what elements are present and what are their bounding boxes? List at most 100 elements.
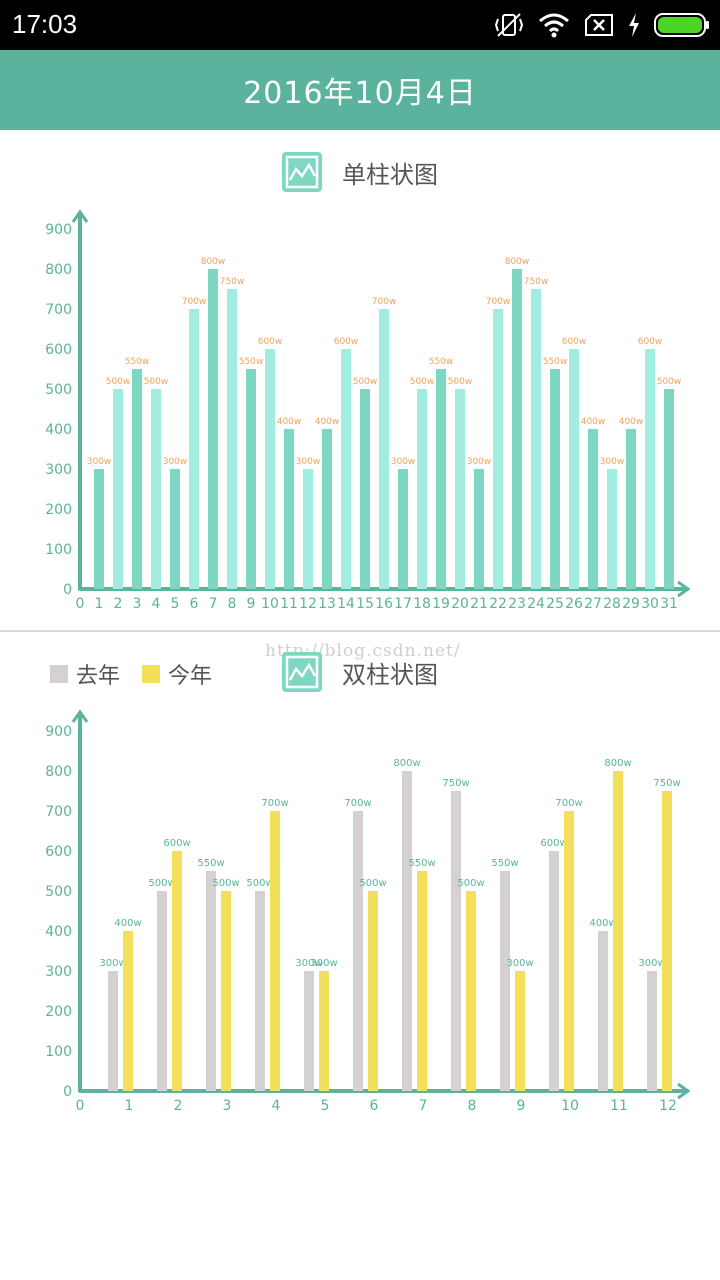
y-tick-label: 400 bbox=[45, 422, 72, 438]
bar bbox=[588, 429, 598, 589]
bar bbox=[170, 469, 180, 589]
bar bbox=[398, 469, 408, 589]
bar bbox=[417, 389, 427, 589]
y-tick-label: 800 bbox=[45, 262, 72, 278]
bar-value-label: 500w bbox=[448, 377, 473, 387]
bar bbox=[189, 309, 199, 589]
x-axis-arrow bbox=[677, 580, 691, 598]
bar-value-label: 400w bbox=[114, 918, 141, 929]
x-tick-label: 4 bbox=[272, 1098, 281, 1114]
bar bbox=[531, 289, 541, 589]
legend-item-this-year: 今年 bbox=[142, 658, 212, 690]
x-tick-label: 1 bbox=[125, 1098, 134, 1114]
legend-item-last-year: 去年 bbox=[50, 658, 120, 690]
bar bbox=[466, 891, 476, 1091]
bar-value-label: 550w bbox=[408, 858, 435, 869]
legend-label-this-year: 今年 bbox=[168, 664, 213, 689]
bar bbox=[157, 891, 167, 1091]
x-tick-label: 18 bbox=[413, 596, 431, 612]
bar bbox=[94, 469, 104, 589]
bar bbox=[360, 389, 370, 589]
bar bbox=[108, 971, 118, 1091]
y-axis-arrow bbox=[71, 209, 89, 223]
x-tick-label: 5 bbox=[171, 596, 180, 612]
bar-value-label: 300w bbox=[99, 958, 126, 969]
bar-value-label: 550w bbox=[491, 858, 518, 869]
bar-value-label: 800w bbox=[393, 758, 420, 769]
x-tick-label: 9 bbox=[247, 596, 256, 612]
x-tick-label: 10 bbox=[561, 1098, 579, 1114]
y-tick-label: 700 bbox=[45, 302, 72, 318]
x-tick-label: 28 bbox=[603, 596, 621, 612]
bar bbox=[172, 851, 182, 1091]
bar bbox=[255, 891, 265, 1091]
bar-value-label: 300w bbox=[163, 457, 188, 467]
bar-value-label: 600w bbox=[540, 838, 567, 849]
status-time: 17:03 bbox=[12, 9, 78, 39]
y-tick-label: 300 bbox=[45, 462, 72, 478]
bar-value-label: 300w bbox=[296, 457, 321, 467]
bar-value-label: 500w bbox=[457, 878, 484, 889]
bar-value-label: 550w bbox=[125, 357, 150, 367]
charging-icon bbox=[629, 13, 639, 37]
bar-value-label: 800w bbox=[201, 257, 226, 267]
x-tick-label: 27 bbox=[584, 596, 602, 612]
bar-value-label: 400w bbox=[315, 417, 340, 427]
bar-value-label: 300w bbox=[600, 457, 625, 467]
x-tick-label: 20 bbox=[451, 596, 469, 612]
legend-label-last-year: 去年 bbox=[76, 664, 121, 689]
bar-value-label: 500w bbox=[657, 377, 682, 387]
x-tick-label: 21 bbox=[470, 596, 488, 612]
bar-value-label: 700w bbox=[344, 798, 371, 809]
bar bbox=[270, 811, 280, 1091]
x-tick-label: 3 bbox=[133, 596, 142, 612]
section-divider bbox=[0, 630, 720, 632]
y-tick-label: 600 bbox=[45, 844, 72, 860]
x-tick-label: 23 bbox=[508, 596, 526, 612]
bar bbox=[284, 429, 294, 589]
bar bbox=[123, 931, 133, 1091]
bar bbox=[319, 971, 329, 1091]
x-tick-label: 12 bbox=[299, 596, 317, 612]
bar bbox=[549, 851, 559, 1091]
bar bbox=[512, 269, 522, 589]
x-tick-label: 7 bbox=[209, 596, 218, 612]
bar-value-label: 600w bbox=[562, 337, 587, 347]
app-header: 2016年10月4日 bbox=[0, 50, 720, 130]
bar-value-label: 800w bbox=[505, 257, 530, 267]
chart1-title: 单柱状图 bbox=[342, 160, 438, 189]
x-tick-label: 8 bbox=[228, 596, 237, 612]
bar-value-label: 700w bbox=[372, 297, 397, 307]
bar-value-label: 600w bbox=[638, 337, 663, 347]
x-tick-label: 6 bbox=[190, 596, 199, 612]
bar bbox=[402, 771, 412, 1091]
x-tick-label: 24 bbox=[527, 596, 545, 612]
y-tick-label: 100 bbox=[45, 542, 72, 558]
bar-value-label: 500w bbox=[212, 878, 239, 889]
bar-value-label: 500w bbox=[106, 377, 131, 387]
bar bbox=[598, 931, 608, 1091]
bar-value-label: 400w bbox=[581, 417, 606, 427]
x-tick-label: 1 bbox=[95, 596, 104, 612]
x-tick-label: 0 bbox=[76, 1098, 85, 1114]
bar bbox=[607, 469, 617, 589]
x-tick-label: 5 bbox=[321, 1098, 330, 1114]
y-tick-label: 200 bbox=[45, 502, 72, 518]
status-bar: 17:03 bbox=[0, 0, 720, 50]
bar bbox=[132, 369, 142, 589]
x-tick-label: 12 bbox=[659, 1098, 677, 1114]
bar bbox=[564, 811, 574, 1091]
bar-value-label: 300w bbox=[87, 457, 112, 467]
bar-value-label: 600w bbox=[258, 337, 283, 347]
y-tick-label: 900 bbox=[45, 724, 72, 740]
line-chart-icon bbox=[282, 652, 322, 692]
chart2-title-row: 双柱状图 bbox=[0, 650, 720, 694]
x-tick-label: 2 bbox=[114, 596, 123, 612]
bar bbox=[417, 871, 427, 1091]
bar bbox=[353, 811, 363, 1091]
bar bbox=[208, 269, 218, 589]
bar bbox=[151, 389, 161, 589]
legend-swatch-this-year bbox=[142, 665, 161, 683]
legend-swatch-last-year bbox=[50, 665, 68, 683]
y-tick-label: 400 bbox=[45, 924, 72, 940]
